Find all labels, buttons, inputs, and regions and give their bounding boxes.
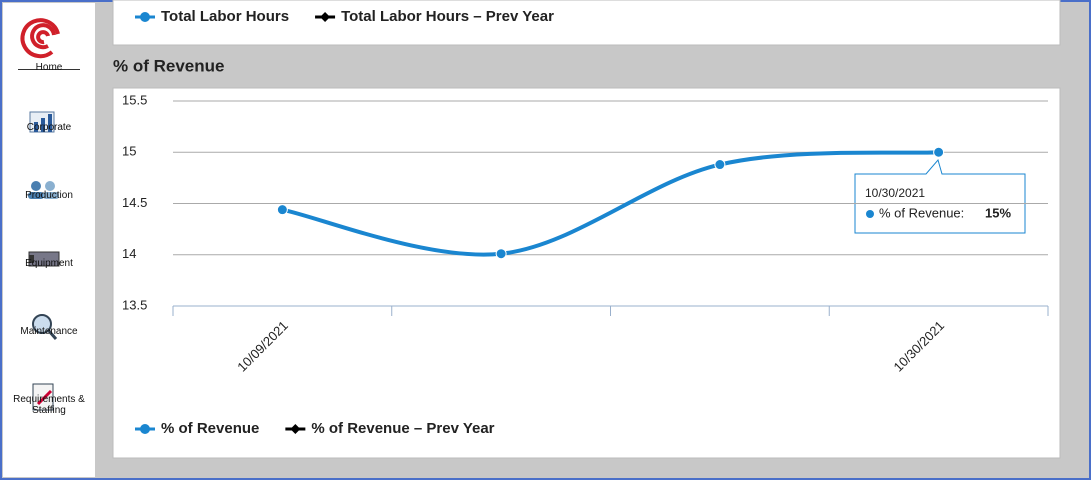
data-point xyxy=(495,248,507,260)
y-tick-label: 13.5 xyxy=(122,297,147,312)
legend-label: % of Revenue xyxy=(161,420,259,437)
data-point xyxy=(714,159,726,171)
legend-label: Total Labor Hours xyxy=(161,8,289,25)
nav-item[interactable]: Home xyxy=(18,4,80,73)
data-point xyxy=(933,146,945,158)
legend-marker xyxy=(320,12,331,22)
nav-item[interactable]: Equipment xyxy=(25,258,73,269)
nav-item[interactable]: Requirements & Staffing xyxy=(13,394,85,416)
tooltip-value: 15% xyxy=(985,205,1011,220)
chart-panel xyxy=(112,87,1061,459)
tooltip-label: % of Revenue: xyxy=(879,205,964,220)
top-panel xyxy=(112,0,1061,46)
y-tick-label: 14 xyxy=(122,246,136,261)
legend-label: Total Labor Hours – Prev Year xyxy=(341,8,554,25)
y-tick-label: 15.5 xyxy=(122,92,147,107)
legend-marker xyxy=(290,424,301,434)
tooltip: 10/30/2021 % of Revenue: 15% xyxy=(854,158,1026,234)
y-tick-label: 14.5 xyxy=(122,195,147,210)
tooltip-date: 10/30/2021 xyxy=(865,186,925,200)
sidebar-nav: Home Corporate Production Equipment Maintena… xyxy=(4,4,94,418)
logo xyxy=(20,18,60,59)
data-point xyxy=(276,204,288,216)
chart-title: % of Revenue xyxy=(113,56,224,75)
y-tick-label: 15 xyxy=(122,144,136,159)
legend-marker xyxy=(140,424,150,434)
tooltip-box xyxy=(854,158,1026,234)
legend-marker xyxy=(140,12,150,22)
tooltip-marker xyxy=(866,210,874,218)
nav-item[interactable]: Maintenance xyxy=(20,326,78,337)
series-line xyxy=(281,150,939,257)
legend-label: % of Revenue – Prev Year xyxy=(311,420,494,437)
nav-icons xyxy=(28,111,60,411)
nav-item[interactable]: Corporate xyxy=(26,122,72,133)
nav-item[interactable]: Production xyxy=(25,190,73,201)
